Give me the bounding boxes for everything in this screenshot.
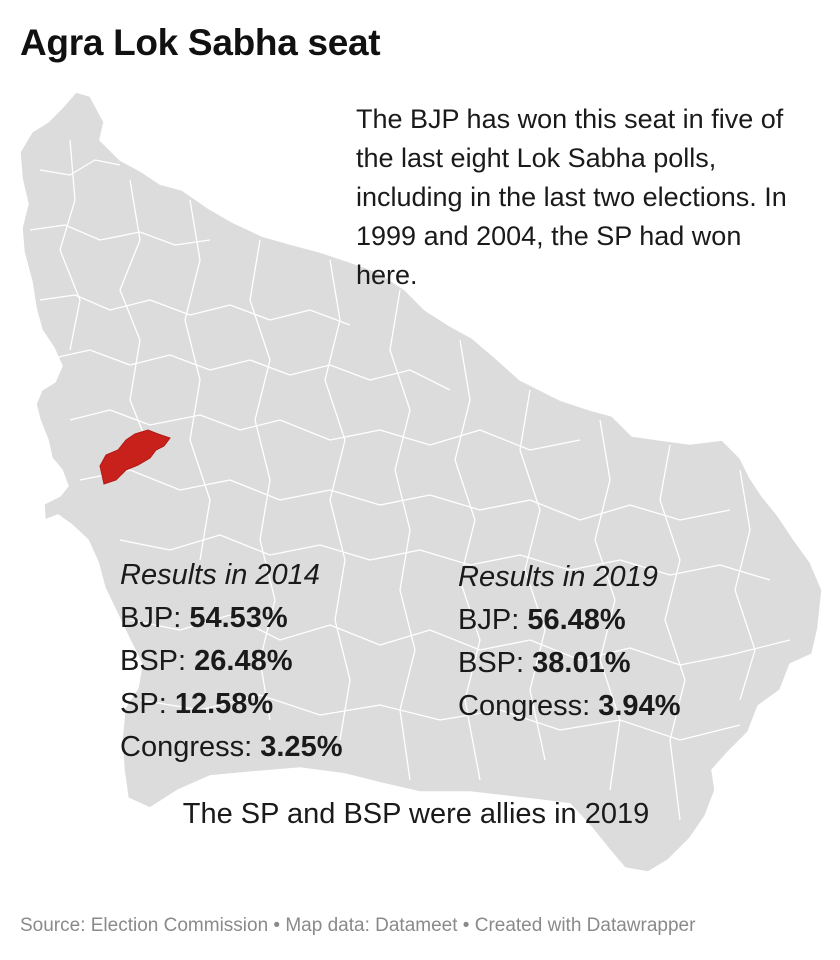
vote-share: 56.48%	[527, 604, 626, 636]
results-2014: Results in 2014 BJP: 54.53% BSP: 26.48% …	[120, 554, 342, 769]
party-name: Congress	[458, 690, 583, 722]
agra-district-highlight	[99, 429, 171, 485]
party-name: BJP	[120, 602, 174, 634]
party-name: SP	[120, 688, 159, 720]
party-name: BJP	[458, 604, 512, 636]
result-row: Congress: 3.25%	[120, 731, 343, 763]
intro-text: The BJP has won this seat in five of the…	[356, 104, 787, 290]
party-name: Congress	[120, 731, 245, 763]
result-row: BSP: 26.48%	[120, 645, 293, 677]
result-row: Congress: 3.94%	[458, 690, 681, 722]
district-borders	[29, 139, 791, 821]
results-2019: Results in 2019 BJP: 56.48% BSP: 38.01% …	[458, 556, 680, 728]
result-row: BSP: 38.01%	[458, 647, 631, 679]
party-name: BSP	[120, 645, 179, 677]
result-row: SP: 12.58%	[120, 688, 274, 720]
party-name: BSP	[458, 647, 517, 679]
vote-share: 26.48%	[194, 645, 293, 677]
results-2019-heading: Results in 2019	[458, 561, 658, 593]
state-outline	[19, 91, 823, 873]
page-title: Agra Lok Sabha seat	[20, 22, 381, 63]
vote-share: 3.94%	[598, 690, 681, 722]
vote-share: 54.53%	[189, 602, 288, 634]
result-row: BJP: 54.53%	[120, 602, 288, 634]
vote-share: 38.01%	[532, 647, 631, 679]
results-2014-heading: Results in 2014	[120, 559, 320, 591]
source-credit: Source: Election Commission • Map data: …	[20, 915, 696, 936]
vote-share: 3.25%	[260, 731, 343, 763]
result-row: BJP: 56.48%	[458, 604, 626, 636]
vote-share: 12.58%	[174, 688, 274, 720]
alliance-note: The SP and BSP were allies in 2019	[182, 798, 650, 830]
